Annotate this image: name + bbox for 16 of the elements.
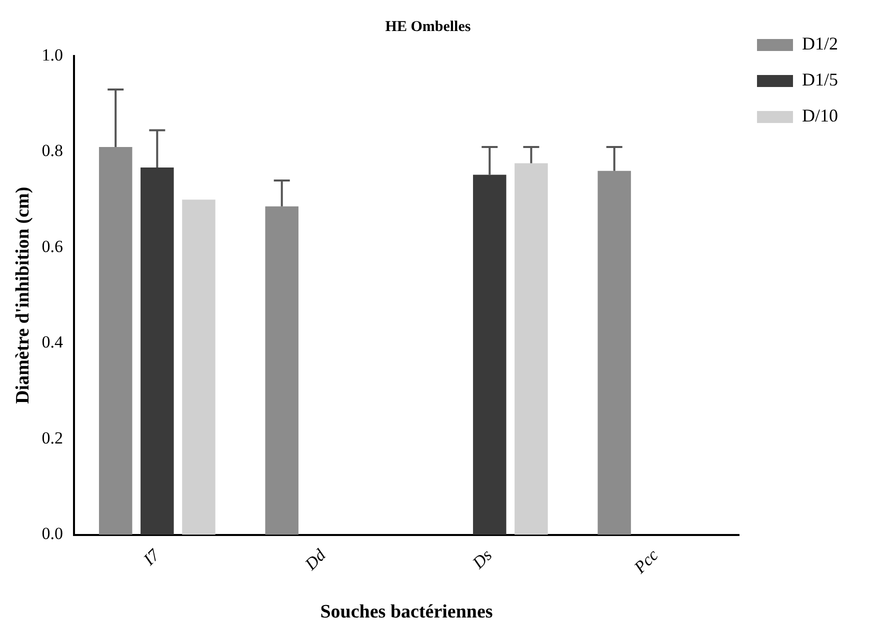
- y-axis-title: Diamètre d'inhibition (cm): [12, 186, 34, 404]
- y-tick-label: 0.0: [42, 524, 64, 544]
- chart-title: HE Ombelles: [385, 18, 471, 35]
- x-tick-label: I7: [138, 544, 164, 570]
- x-tick-label: Dd: [300, 545, 330, 574]
- legend-label: D1/5: [802, 70, 838, 90]
- y-tick-label: 0.8: [42, 141, 64, 160]
- legend-label: D/10: [802, 106, 838, 126]
- x-tick-label: Ds: [468, 545, 496, 574]
- legend-label: D1/2: [802, 34, 838, 54]
- x-axis-title: Souches bactériennes: [320, 602, 493, 623]
- x-tick-label: Pcc: [630, 545, 662, 578]
- y-tick-label: 1.0: [42, 45, 64, 64]
- y-tick-label: 0.6: [42, 236, 64, 256]
- y-tick-label: 0.4: [42, 332, 64, 352]
- y-tick-label: 0.2: [42, 428, 64, 448]
